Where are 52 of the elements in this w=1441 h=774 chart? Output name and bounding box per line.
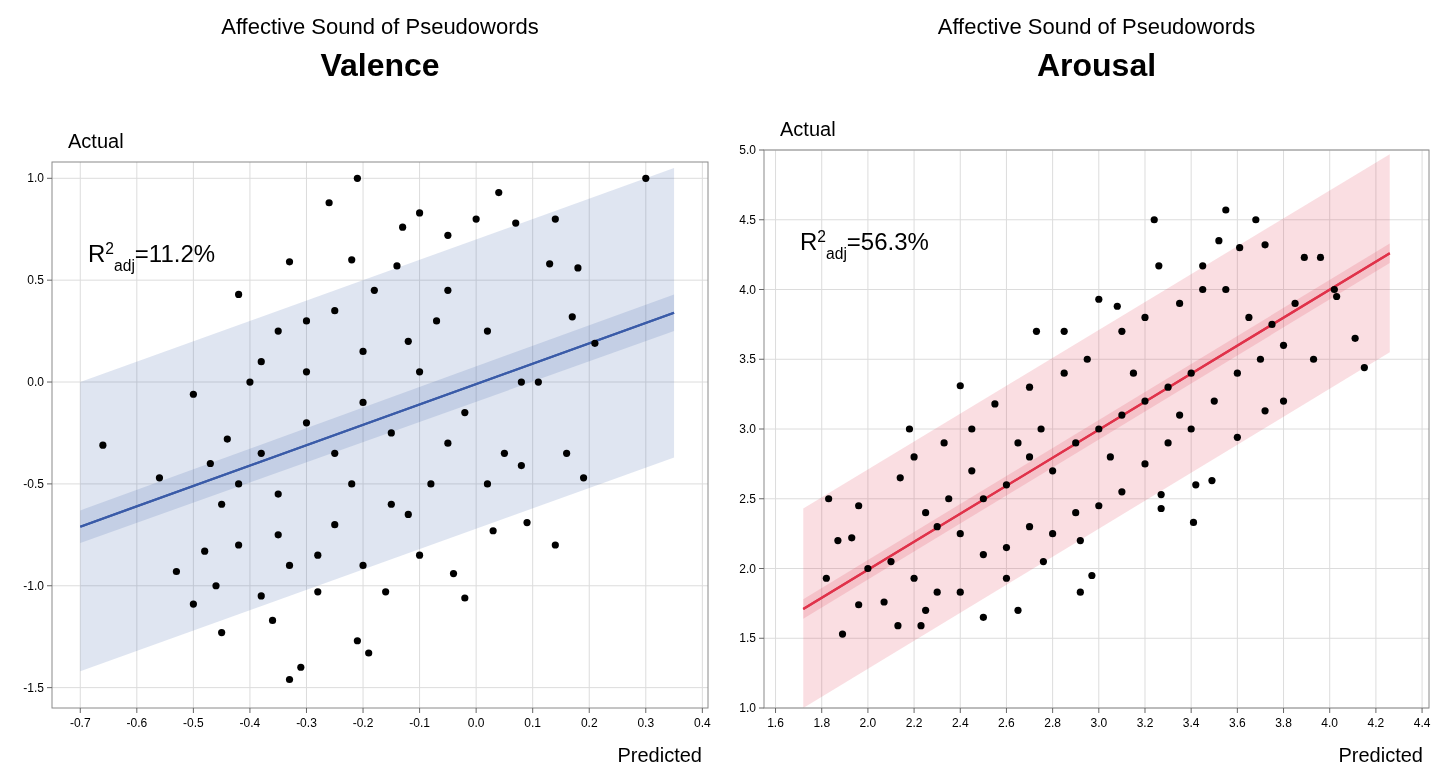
x-tick-label: 4.4	[1413, 716, 1431, 730]
y-tick-label: 1.5	[739, 631, 757, 646]
y-tick-label: 2.0	[739, 561, 757, 576]
x-tick-label: 2.0	[859, 716, 877, 730]
x-tick-label: 2.8	[1044, 716, 1062, 730]
x-tick-label: -0.4	[239, 716, 261, 730]
annotation: R$^{2}$$_{adj}$=56.3%	[800, 227, 929, 262]
x-tick-label: 3.0	[1090, 716, 1108, 730]
chart-subtitle: Valence	[320, 47, 440, 83]
y-tick-label: 4.0	[739, 282, 757, 297]
x-tick-label: -0.6	[126, 716, 148, 730]
x-tick-label: 2.6	[998, 716, 1016, 730]
y-tick-label: -1.0	[23, 578, 45, 593]
x-tick-label: 4.0	[1321, 716, 1339, 730]
x-tick-label: 0.3	[637, 716, 655, 730]
x-axis-title: Predicted	[1338, 744, 1423, 766]
x-tick-label: 0.4	[694, 716, 712, 730]
y-axis-title: Actual	[68, 130, 124, 152]
y-tick-label: 1.0	[739, 701, 757, 715]
y-axis-title: Actual	[780, 118, 836, 140]
x-tick-label: -0.1	[409, 716, 431, 730]
annotation: R$^{2}$$_{adj}$=11.2%	[88, 239, 216, 274]
x-tick-label: 0.2	[580, 716, 598, 730]
x-tick-label: 3.6	[1229, 716, 1247, 730]
x-tick-label: -0.5	[183, 716, 205, 730]
y-tick-label: 3.0	[739, 422, 757, 436]
x-tick-label: 4.2	[1367, 716, 1385, 730]
chart-subtitle: Arousal	[1036, 47, 1157, 83]
x-tick-label: 2.4	[951, 716, 969, 730]
x-tick-label: -0.3	[296, 716, 318, 730]
x-tick-label: -0.2	[352, 716, 374, 730]
y-tick-label: 0.0	[27, 375, 45, 390]
y-tick-label: -1.5	[23, 680, 45, 695]
x-tick-label: 1.6	[767, 716, 785, 730]
x-tick-label: 3.2	[1136, 716, 1154, 730]
y-tick-label: -0.5	[23, 476, 45, 491]
x-tick-label: 3.4	[1182, 716, 1200, 730]
x-tick-label: 2.2	[905, 716, 923, 730]
chart-title: Affective Sound of Pseudowords	[937, 14, 1256, 39]
y-tick-label: 2.5	[739, 491, 757, 506]
x-tick-label: 0.1	[524, 716, 542, 730]
x-tick-label: 1.8	[813, 716, 831, 730]
x-tick-label: -0.7	[69, 716, 91, 730]
y-tick-label: 1.0	[27, 171, 45, 186]
x-tick-label: 0.0	[467, 716, 485, 730]
y-tick-label: 4.5	[739, 212, 757, 227]
y-tick-label: 0.5	[27, 273, 45, 288]
y-tick-label: 3.5	[739, 352, 757, 367]
chart-title: Affective Sound of Pseudowords	[221, 14, 539, 39]
x-axis-title: Predicted	[617, 744, 702, 766]
x-tick-label: 3.8	[1275, 716, 1293, 730]
y-tick-label: 5.0	[739, 143, 757, 157]
